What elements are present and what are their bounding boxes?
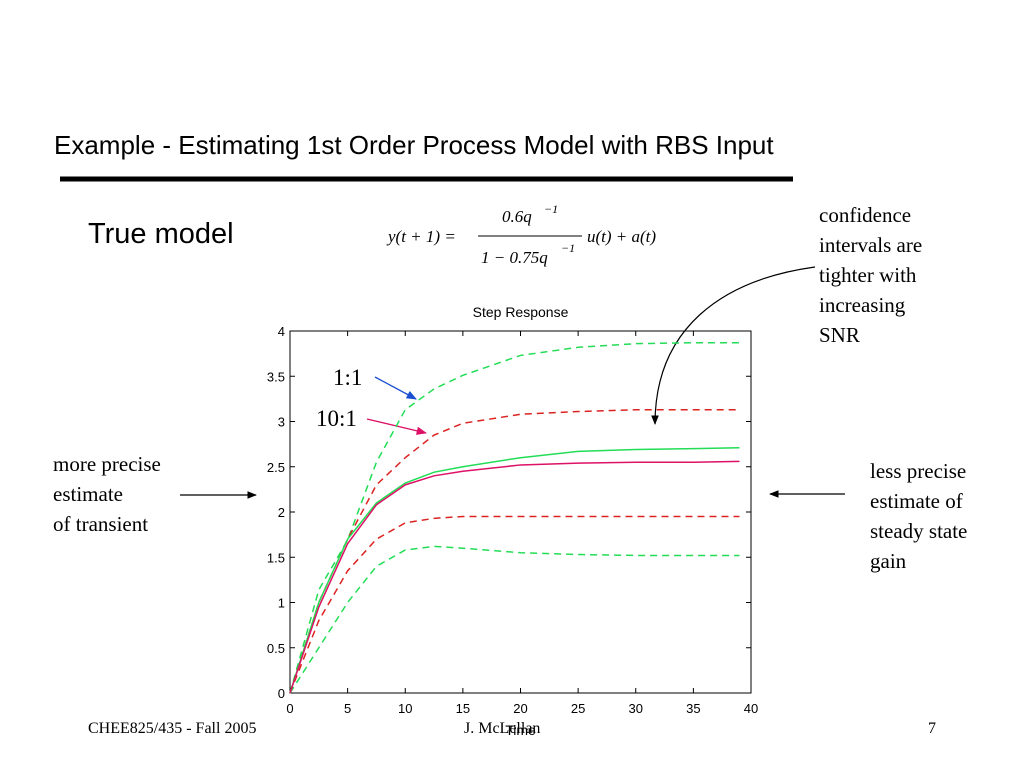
x-axis-label: Time: [505, 722, 536, 738]
note-line: intervals are: [819, 233, 922, 257]
note-line: SNR: [819, 323, 860, 347]
annotation: 10:1: [316, 406, 357, 431]
y-tick-label: 1: [278, 596, 285, 611]
equation-denominator: 1 − 0.75q: [481, 248, 548, 267]
footer-right: 7: [928, 720, 936, 737]
y-tick-label: 0.5: [267, 641, 285, 656]
x-tick-label: 5: [344, 701, 351, 716]
x-tick-label: 35: [686, 701, 700, 716]
x-tick-label: 20: [513, 701, 527, 716]
notes: more precise estimate of transient confi…: [53, 203, 967, 573]
y-tick-label: 2: [278, 505, 285, 520]
y-tick-label: 3.5: [267, 369, 285, 384]
slide-title: Example - Estimating 1st Order Process M…: [54, 130, 774, 160]
note-line: confidence: [819, 203, 911, 227]
x-tick-label: 30: [629, 701, 643, 716]
note-line: tighter with: [819, 263, 917, 287]
note-line: less precise: [870, 459, 966, 483]
series-line: [289, 515, 740, 694]
x-tick-label: 40: [744, 701, 758, 716]
note-line: more precise: [53, 452, 161, 476]
equation-numerator: 0.6q: [502, 207, 532, 226]
note-line: of transient: [53, 512, 148, 536]
x-tick-label: 15: [456, 701, 470, 716]
note-line: steady state: [870, 519, 967, 543]
y-tick-label: 1.5: [267, 550, 285, 565]
chart-title: Step Response: [473, 304, 569, 320]
footer: CHEE825/435 - Fall 2005 J. McLellan 7: [88, 720, 936, 737]
arrow: [651, 266, 816, 425]
equation-rhs: u(t) + a(t): [587, 227, 656, 246]
annotation-arrow: [374, 376, 417, 400]
footer-left: CHEE825/435 - Fall 2005: [88, 720, 256, 737]
equation-exponent: −1: [561, 241, 575, 255]
x-tick-label: 0: [286, 701, 293, 716]
y-tick-label: 4: [278, 324, 285, 339]
annotation: 1:1: [333, 365, 362, 390]
y-tick-label: 2.5: [267, 460, 285, 475]
equation-exponent: −1: [544, 202, 558, 216]
series-line: [289, 342, 740, 694]
x-tick-label: 10: [398, 701, 412, 716]
equation: y(t + 1) = 0.6q −1 1 − 0.75q −1 u(t) + a…: [386, 202, 656, 267]
y-tick-label: 0: [278, 686, 285, 701]
footer-center: J. McLellan: [464, 720, 540, 737]
series-line: [289, 446, 740, 694]
note-line: gain: [870, 549, 907, 573]
note-line: increasing: [819, 293, 906, 317]
x-tick-label: 25: [571, 701, 585, 716]
series-line: [289, 545, 740, 694]
subtitle: True model: [88, 218, 234, 250]
note-line: estimate: [53, 482, 123, 506]
equation-lhs: y(t + 1) =: [386, 227, 456, 246]
series-line: [289, 460, 740, 694]
y-tick-label: 3: [278, 415, 285, 430]
note-line: estimate of: [870, 489, 963, 513]
series-line: [289, 408, 740, 694]
